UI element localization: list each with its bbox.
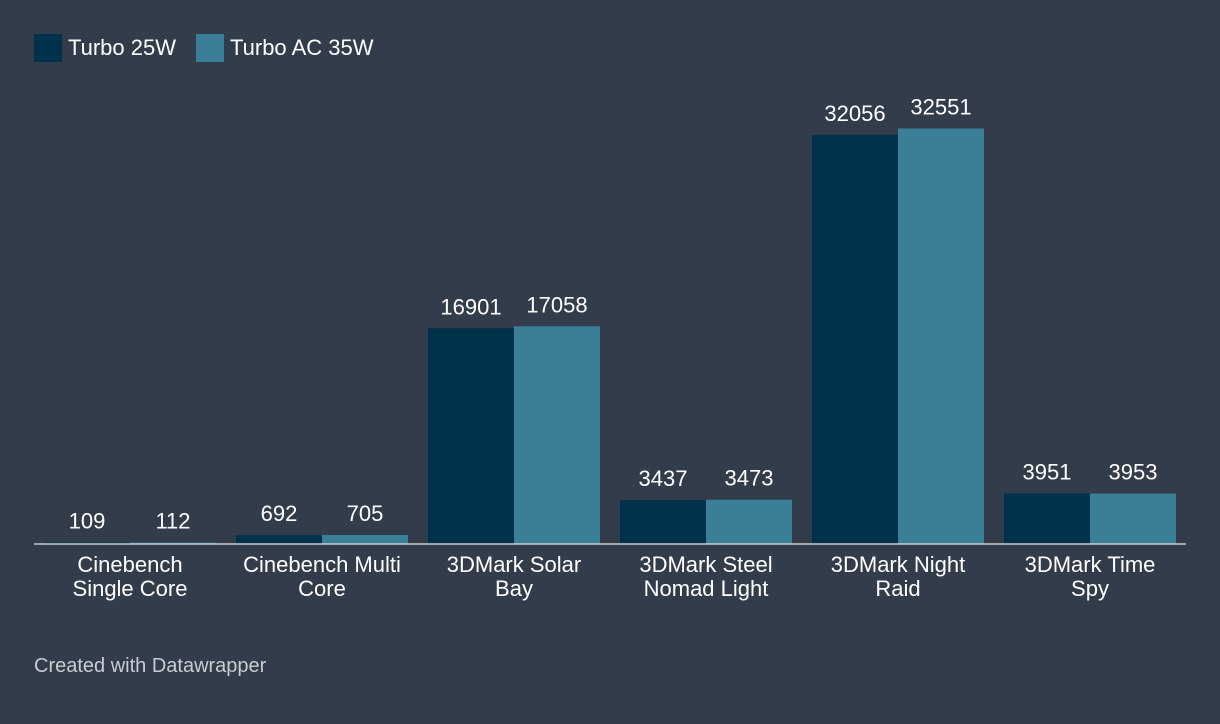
bar-value-label: 692 — [261, 501, 298, 526]
bar-turbo-ac-35w-3dmark-time-spy — [1090, 493, 1176, 544]
category-label: Cinebench Multi — [243, 552, 401, 577]
legend-label-turbo-ac-35w: Turbo AC 35W — [230, 35, 374, 60]
bar-turbo-ac-35w-3dmark-steel-nomad-light — [706, 499, 792, 544]
bar-turbo-ac-35w-cinebench-multi-core — [322, 535, 408, 544]
bar-value-label: 16901 — [440, 294, 501, 319]
bar-value-label: 705 — [347, 501, 384, 526]
bar-value-label: 3951 — [1023, 460, 1072, 485]
bar-turbo-25w-3dmark-steel-nomad-light — [620, 500, 706, 544]
category-label: Spy — [1071, 576, 1109, 601]
category-label: Cinebench — [77, 552, 182, 577]
category-label: 3DMark Steel — [639, 552, 772, 577]
category-label: Core — [298, 576, 346, 601]
category-label: Bay — [495, 576, 533, 601]
bar-turbo-25w-3dmark-time-spy — [1004, 493, 1090, 544]
bar-value-label: 3473 — [725, 466, 774, 491]
category-label: 3DMark Time — [1025, 552, 1156, 577]
legend: Turbo 25W Turbo AC 35W — [34, 34, 373, 62]
category-label: 3DMark Solar — [447, 552, 581, 577]
bar-turbo-25w-3dmark-solar-bay — [428, 328, 514, 544]
legend-swatch-turbo-ac-35w — [196, 34, 225, 62]
bar-turbo-25w-3dmark-night-raid — [812, 134, 898, 545]
bar-value-label: 109 — [69, 509, 106, 534]
bar-value-label: 3437 — [639, 466, 688, 491]
category-label: Raid — [875, 576, 920, 601]
bar-turbo-ac-35w-3dmark-night-raid — [898, 128, 984, 544]
bar-value-label: 32551 — [910, 94, 971, 119]
category-label: Nomad Light — [644, 576, 769, 601]
bar-value-label: 3953 — [1109, 460, 1158, 485]
bar-value-label: 112 — [155, 509, 190, 534]
legend-label-turbo-25w: Turbo 25W — [68, 35, 177, 60]
legend-item-turbo-25w: Turbo 25W — [34, 34, 176, 62]
bar-value-label: 17058 — [526, 292, 587, 317]
footer-credit: Created with Datawrapper — [34, 655, 267, 677]
bar-turbo-25w-cinebench-multi-core — [236, 535, 322, 544]
bars-layer — [44, 128, 1176, 545]
category-label: 3DMark Night — [831, 552, 965, 577]
bar-turbo-ac-35w-3dmark-solar-bay — [514, 326, 600, 544]
legend-item-turbo-ac-35w: Turbo AC 35W — [196, 34, 373, 62]
category-label: Single Core — [73, 576, 188, 601]
bar-value-label: 32056 — [824, 101, 885, 126]
legend-swatch-turbo-25w — [34, 34, 62, 62]
